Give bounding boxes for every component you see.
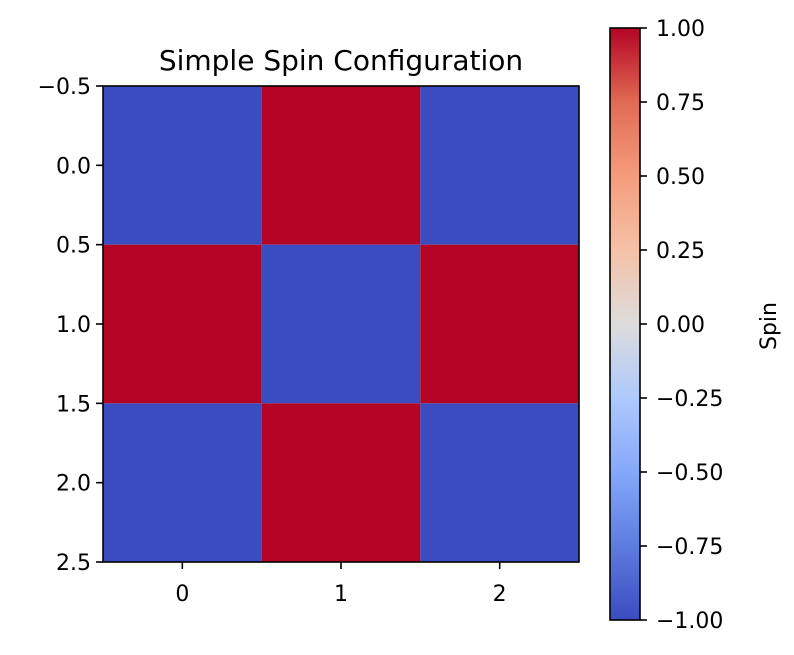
y-tick-label: 1.0 xyxy=(56,313,91,338)
heatmap-cell xyxy=(420,86,579,245)
y-tick-label: 0.5 xyxy=(56,234,91,259)
heatmap-cell xyxy=(261,244,421,404)
colorbar-tick-label: −0.75 xyxy=(656,535,723,560)
y-tick-label: 1.5 xyxy=(56,392,91,417)
heatmap-cell xyxy=(103,244,262,404)
colorbar-tick-label: −0.50 xyxy=(656,461,723,486)
colorbar-tick-label: −1.00 xyxy=(656,609,723,634)
y-tick-label: 2.5 xyxy=(56,551,91,576)
y-axis-ticks: −0.5 0.0 0.5 1.0 1.5 2.0 2.5 xyxy=(38,75,103,576)
heatmap-cell xyxy=(420,244,579,404)
x-tick-label: 2 xyxy=(493,582,507,607)
heatmap-cells xyxy=(103,86,579,562)
x-tick-label: 0 xyxy=(175,582,189,607)
colorbar xyxy=(609,27,641,621)
heatmap-cell xyxy=(261,86,421,245)
colorbar-tick-label: 0.50 xyxy=(656,165,705,190)
y-tick-label: −0.5 xyxy=(38,75,91,100)
heatmap-cell xyxy=(420,403,579,562)
heatmap-cell xyxy=(103,86,262,245)
y-tick-label: 0.0 xyxy=(56,154,91,179)
colorbar-ticks: 1.00 0.75 0.50 0.25 0.00 −0.25 −0.50 −0.75 −1.00 xyxy=(640,17,723,634)
heatmap-cell xyxy=(103,403,262,562)
y-tick-label: 2.0 xyxy=(56,472,91,497)
colorbar-tick-label: 1.00 xyxy=(656,17,705,42)
x-axis-ticks: 0 1 2 xyxy=(175,562,507,607)
colorbar-label: Spin xyxy=(757,302,782,350)
colorbar-tick-label: 0.75 xyxy=(656,91,705,116)
colorbar-tick-label: −0.25 xyxy=(656,387,723,412)
x-tick-label: 1 xyxy=(334,582,348,607)
colorbar-tick-label: 0.25 xyxy=(656,239,705,264)
heatmap-cell xyxy=(261,403,421,562)
colorbar-tick-label: 0.00 xyxy=(656,313,705,338)
chart-title: Simple Spin Configuration xyxy=(159,44,523,77)
